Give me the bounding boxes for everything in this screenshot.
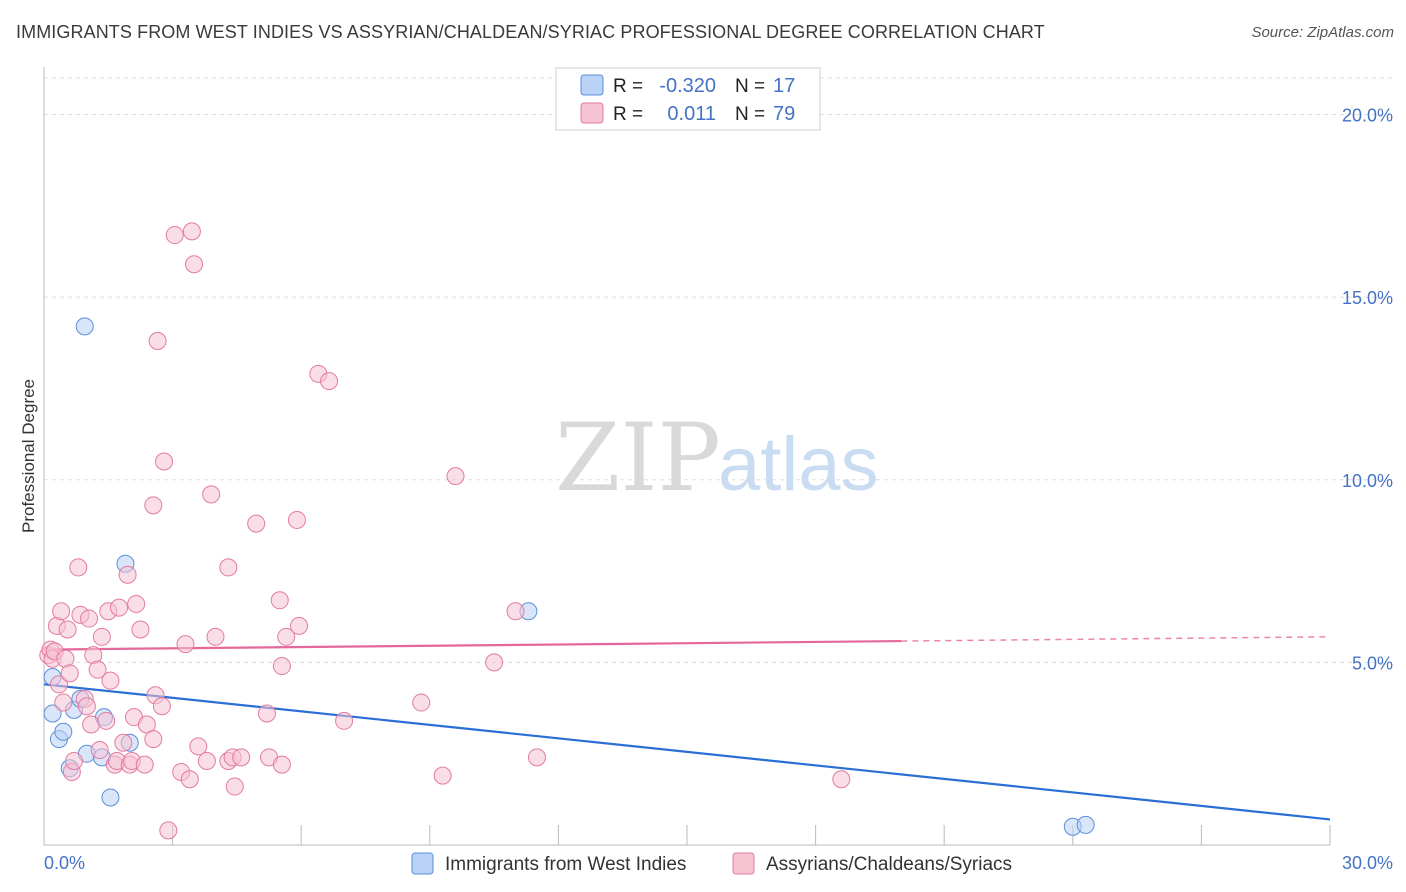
- stats-legend-row-blue: R = -0.320 N = 17: [580, 74, 795, 97]
- point-west-indies: [43, 704, 62, 723]
- point-assyrians: [202, 485, 221, 504]
- point-west-indies: [1076, 815, 1095, 834]
- point-assyrians: [247, 514, 266, 533]
- legend-swatch-west-indies: [411, 852, 434, 875]
- point-assyrians: [92, 627, 111, 646]
- chart-title: IMMIGRANTS FROM WEST INDIES VS ASSYRIAN/…: [16, 22, 1045, 42]
- point-assyrians: [144, 730, 163, 749]
- point-assyrians: [77, 697, 96, 716]
- point-assyrians: [527, 748, 546, 767]
- y-tick-label: 15.0%: [1342, 288, 1393, 308]
- point-assyrians: [54, 693, 73, 712]
- point-assyrians: [182, 222, 201, 241]
- x-tick-label: 30.0%: [1342, 853, 1393, 873]
- point-assyrians: [69, 558, 88, 577]
- n-label: N =: [735, 104, 765, 125]
- point-assyrians: [155, 452, 174, 471]
- y-tick-label: 20.0%: [1342, 106, 1393, 126]
- point-assyrians: [272, 657, 291, 676]
- point-assyrians: [52, 602, 71, 621]
- point-assyrians: [485, 653, 504, 672]
- point-assyrians: [232, 748, 251, 767]
- y-tick-labels: 5.0% 10.0% 15.0% 20.0%: [1342, 106, 1393, 674]
- point-assyrians: [206, 627, 225, 646]
- point-assyrians: [277, 627, 296, 646]
- watermark-zip: ZIP: [555, 404, 721, 513]
- r-value: 0.011: [667, 103, 716, 125]
- point-assyrians: [148, 331, 167, 350]
- n-value: 79: [773, 103, 795, 125]
- trend-line-solid: [43, 639, 902, 651]
- point-assyrians: [290, 616, 309, 635]
- stats-legend-row-pink: R = 0.011 N = 79: [580, 102, 795, 125]
- n-value: 17: [773, 75, 795, 97]
- y-tick-label: 5.0%: [1352, 653, 1393, 673]
- legend-swatch-assyrians: [732, 852, 755, 875]
- point-assyrians: [257, 704, 276, 723]
- point-assyrians: [131, 620, 150, 639]
- legend-swatch-blue: [580, 74, 604, 96]
- point-assyrians: [272, 755, 291, 774]
- point-assyrians: [176, 635, 195, 654]
- point-assyrians: [506, 602, 525, 621]
- point-assyrians: [270, 591, 289, 610]
- point-assyrians: [82, 715, 101, 734]
- point-assyrians: [159, 821, 178, 840]
- point-assyrians: [101, 671, 120, 690]
- point-assyrians: [335, 711, 354, 730]
- grid-lines: [44, 77, 1392, 663]
- point-assyrians: [135, 755, 154, 774]
- series-legend: Immigrants from West Indies Assyrians/Ch…: [411, 852, 1012, 875]
- x-tick-label: 0.0%: [44, 853, 85, 873]
- point-assyrians: [65, 751, 84, 770]
- point-assyrians: [197, 751, 216, 770]
- point-west-indies: [101, 788, 120, 807]
- x-tick-labels: 0.0% 30.0%: [44, 853, 1393, 873]
- point-assyrians: [219, 558, 238, 577]
- point-assyrians: [152, 697, 171, 716]
- point-west-indies: [54, 722, 73, 741]
- point-assyrians: [97, 711, 116, 730]
- r-label: R =: [613, 104, 643, 125]
- point-assyrians: [165, 226, 184, 245]
- watermark-atlas: atlas: [718, 422, 879, 507]
- stats-legend: R = -0.320 N = 17 R = 0.011 N = 79: [555, 67, 821, 131]
- point-assyrians: [114, 733, 133, 752]
- point-assyrians: [225, 777, 244, 796]
- point-assyrians: [144, 496, 163, 515]
- trend-line-solid: [43, 683, 1331, 821]
- point-assyrians: [88, 660, 107, 679]
- point-assyrians: [832, 770, 851, 789]
- point-assyrians: [118, 565, 137, 584]
- point-assyrians: [433, 766, 452, 785]
- point-assyrians: [412, 693, 431, 712]
- point-assyrians: [189, 737, 208, 756]
- point-west-indies: [75, 317, 94, 336]
- point-assyrians: [50, 675, 69, 694]
- legend-label-west-indies: Immigrants from West Indies: [445, 854, 686, 875]
- point-assyrians: [60, 664, 79, 683]
- point-assyrians: [320, 372, 339, 391]
- n-label: N =: [735, 76, 765, 97]
- trend-line-dashed: [901, 636, 1331, 642]
- point-assyrians: [90, 741, 109, 760]
- legend-label-assyrians: Assyrians/Chaldeans/Syriacs: [766, 854, 1012, 875]
- source-credit: Source: ZipAtlas.com: [1251, 24, 1394, 41]
- point-assyrians: [127, 594, 146, 613]
- y-tick-label: 10.0%: [1342, 471, 1393, 491]
- y-axis-label: Professional Degree: [19, 379, 38, 533]
- point-assyrians: [58, 620, 77, 639]
- data-points: [39, 222, 1095, 840]
- point-assyrians: [110, 598, 129, 617]
- r-value: -0.320: [659, 75, 716, 97]
- point-assyrians: [80, 609, 99, 628]
- point-assyrians: [446, 467, 465, 486]
- point-assyrians: [185, 255, 204, 274]
- point-assyrians: [180, 770, 199, 789]
- r-label: R =: [613, 76, 643, 97]
- point-assyrians: [287, 510, 306, 529]
- legend-swatch-pink: [580, 102, 604, 124]
- watermark: ZIP atlas: [555, 404, 879, 513]
